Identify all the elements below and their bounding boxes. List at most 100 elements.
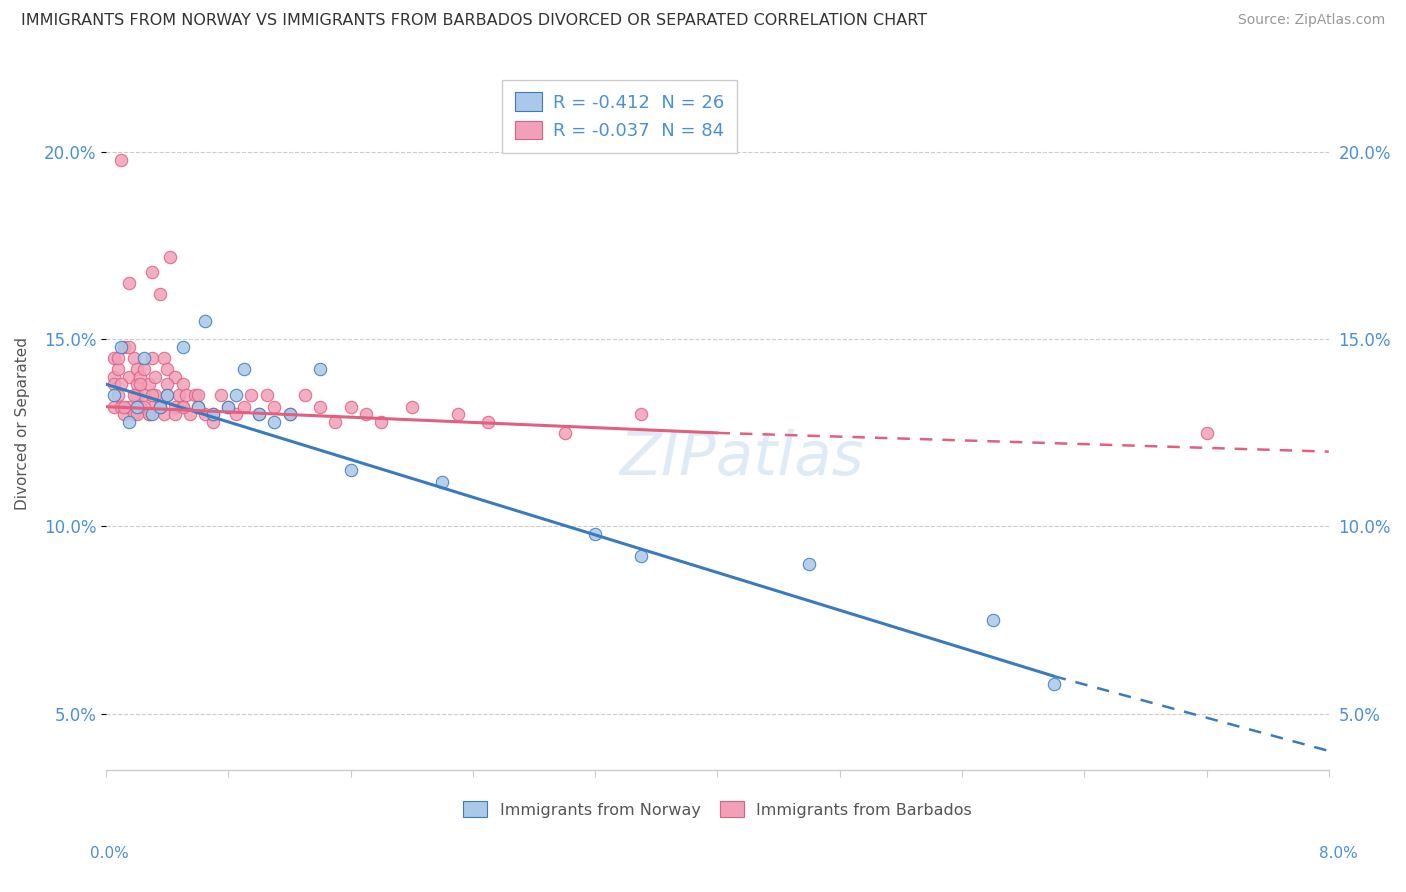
Point (174, 388, 197, 402)
Point (149, 400, 172, 414)
Point (156, 362, 179, 376)
Point (141, 407, 163, 421)
Text: IMMIGRANTS FROM NORWAY VS IMMIGRANTS FROM BARBADOS DIVORCED OR SEPARATED CORRELA: IMMIGRANTS FROM NORWAY VS IMMIGRANTS FRO… (21, 13, 927, 29)
Point (981, 613, 1004, 627)
Point (110, 340, 132, 354)
Point (110, 400, 132, 414)
Point (107, 388, 129, 402)
Point (138, 407, 160, 421)
Legend: Immigrants from Norway, Immigrants from Barbados: Immigrants from Norway, Immigrants from … (457, 795, 979, 824)
Point (232, 400, 254, 414)
Point (156, 388, 179, 402)
Point (339, 463, 361, 477)
Point (141, 388, 163, 402)
Point (103, 377, 125, 392)
Point (122, 388, 145, 402)
Point (110, 377, 132, 392)
Point (149, 400, 172, 414)
Point (232, 362, 254, 376)
Point (797, 557, 820, 571)
Point (110, 153, 132, 167)
Point (172, 340, 194, 354)
Point (103, 351, 125, 365)
Point (1042, 676, 1064, 690)
Point (325, 415, 347, 429)
Point (103, 369, 125, 384)
Point (143, 388, 166, 402)
Point (107, 351, 129, 365)
Point (125, 388, 148, 402)
Point (240, 388, 263, 402)
Point (217, 400, 239, 414)
Point (194, 313, 217, 327)
Point (209, 388, 232, 402)
Point (309, 362, 332, 376)
Point (114, 340, 136, 354)
Point (125, 400, 148, 414)
Point (477, 415, 499, 429)
Point (149, 400, 172, 414)
Point (118, 277, 141, 291)
Point (354, 407, 377, 421)
Point (256, 388, 278, 402)
Point (141, 265, 163, 279)
Point (294, 388, 316, 402)
Point (125, 407, 148, 421)
Point (118, 340, 141, 354)
Text: Source: ZipAtlas.com: Source: ZipAtlas.com (1237, 13, 1385, 28)
Point (194, 407, 217, 421)
Point (263, 400, 285, 414)
Point (554, 425, 576, 440)
Point (179, 407, 201, 421)
Point (122, 407, 145, 421)
Point (128, 400, 150, 414)
Point (153, 351, 176, 365)
Point (125, 377, 148, 392)
Point (225, 388, 247, 402)
Point (278, 407, 301, 421)
Point (159, 250, 181, 264)
Text: 0.0%: 0.0% (90, 846, 129, 861)
Point (172, 400, 194, 414)
Point (217, 400, 239, 414)
Point (630, 549, 652, 564)
Point (134, 400, 156, 414)
Point (169, 388, 191, 402)
Point (225, 407, 247, 421)
Point (263, 415, 285, 429)
Point (141, 351, 163, 365)
Point (114, 407, 136, 421)
Point (156, 377, 179, 392)
Point (107, 362, 129, 376)
Point (172, 377, 194, 392)
Point (184, 388, 207, 402)
Point (103, 388, 125, 402)
Point (118, 400, 141, 414)
Point (187, 400, 209, 414)
Point (149, 287, 172, 301)
Point (163, 369, 186, 384)
Text: 8.0%: 8.0% (1319, 846, 1358, 861)
Point (128, 377, 150, 392)
Point (114, 400, 136, 414)
Point (163, 407, 186, 421)
Point (118, 369, 141, 384)
Point (138, 377, 160, 392)
Point (156, 388, 179, 402)
Point (172, 400, 194, 414)
Point (202, 407, 225, 421)
Point (187, 400, 209, 414)
Point (122, 351, 145, 365)
Point (1195, 425, 1218, 440)
Point (278, 407, 301, 421)
Point (134, 362, 156, 376)
Point (247, 407, 270, 421)
Point (202, 415, 225, 429)
Point (163, 400, 186, 414)
Point (247, 407, 270, 421)
Point (134, 351, 156, 365)
Point (153, 407, 176, 421)
Point (202, 407, 225, 421)
Point (118, 415, 141, 429)
Point (134, 388, 156, 402)
